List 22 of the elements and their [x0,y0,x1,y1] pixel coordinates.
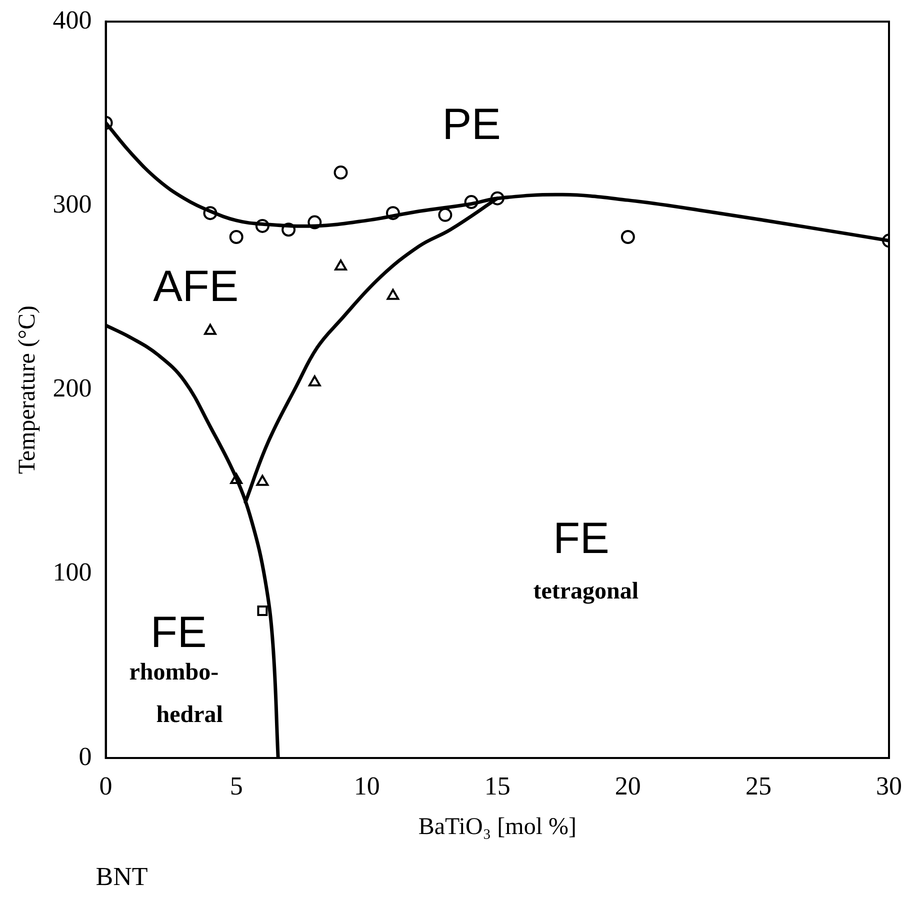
annotation: hedral [156,702,224,728]
y-tick-label: 200 [52,374,92,403]
annotation: rhombo- [129,660,219,686]
annotation: FE [553,514,610,563]
y-axis-title: Temperature (°C) [14,306,41,474]
annotation: tetragonal [533,578,639,605]
y-tick-label: 100 [52,558,92,587]
annotation: AFE [153,262,239,312]
x-tick-label: 25 [745,771,772,800]
x-tick-label: 5 [230,771,243,800]
x-tick-label: 20 [614,771,641,800]
y-tick-label: 400 [52,5,92,34]
x-tick-label: 10 [354,771,380,800]
x-tick-label: 15 [484,771,510,800]
x-tick-label: 30 [876,771,902,800]
annotation: FE [150,608,207,658]
text: BNT [96,862,148,891]
x-axis-title: BaTiO₃ [mol %] [418,814,576,840]
annotation: PE [442,100,501,150]
x-tick-label: 0 [99,771,112,800]
y-tick-label: 300 [52,190,92,219]
y-tick-label: 0 [78,742,92,771]
